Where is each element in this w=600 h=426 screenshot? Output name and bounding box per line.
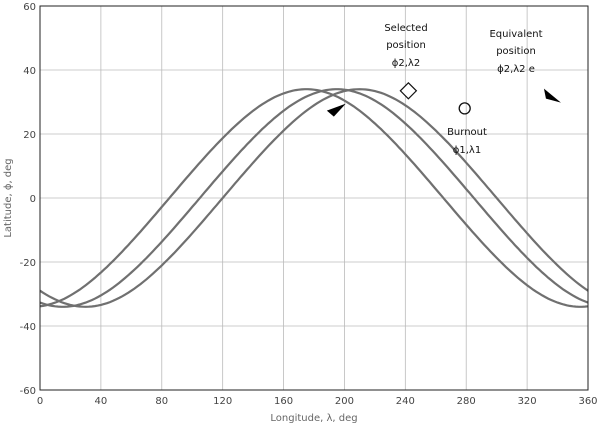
x-tick-label: 80 xyxy=(155,396,168,407)
y-axis-label: Latitude, ϕ, deg xyxy=(3,158,14,237)
x-tick-label: 280 xyxy=(457,396,476,407)
x-tick-label: 40 xyxy=(95,396,108,407)
direction-arrowhead xyxy=(326,103,346,117)
y-tick-label: -40 xyxy=(20,322,36,333)
selected-position-diamond-marker xyxy=(399,81,418,100)
x-tick-label: 0 xyxy=(37,396,43,407)
burnout-label-line2: ϕ1,λ1 xyxy=(453,145,481,156)
x-tick-label: 360 xyxy=(578,396,597,407)
x-tick-label: 240 xyxy=(396,396,415,407)
annotation-selected-position: Selected position ϕ2,λ2 xyxy=(384,23,427,69)
x-axis-label: Longitude, λ, deg xyxy=(270,413,357,424)
trajectory-markers xyxy=(326,81,561,117)
y-tick-label: 0 xyxy=(30,194,36,205)
x-tick-label: 200 xyxy=(335,396,354,407)
y-tick-label: 40 xyxy=(23,66,36,77)
trajectory-curves xyxy=(39,88,589,308)
x-tick-label: 320 xyxy=(518,396,537,407)
equivalent-label-line2: position xyxy=(496,46,536,57)
selected-label-line3: ϕ2,λ2 xyxy=(392,58,420,69)
direction-arrowhead xyxy=(543,88,561,103)
trajectory-line-3 xyxy=(39,88,589,308)
equivalent-label-line1: Equivalent xyxy=(489,29,542,40)
trajectory-line-2 xyxy=(39,88,589,308)
y-tick-label: 20 xyxy=(23,130,36,141)
y-tick-label: -60 xyxy=(20,386,36,397)
x-tick-label: 160 xyxy=(274,396,293,407)
burnout-circle-marker xyxy=(458,102,471,115)
burnout-label-line1: Burnout xyxy=(447,127,487,138)
tick-labels: 0 40 80 120 160 200 240 280 320 360 -60 -40 -20 0 20 40… xyxy=(20,2,598,407)
x-tick-label: 120 xyxy=(213,396,232,407)
selected-label-line2: position xyxy=(386,40,426,51)
equivalent-label-line3: ϕ2,λ2 e xyxy=(497,64,535,75)
y-tick-label: 60 xyxy=(23,2,36,13)
y-tick-label: -20 xyxy=(20,258,36,269)
annotation-burnout: Burnout ϕ1,λ1 xyxy=(447,127,487,156)
annotation-equivalent-position: Equivalent position ϕ2,λ2 e xyxy=(489,29,542,75)
selected-label-line1: Selected xyxy=(384,23,427,34)
plot-frame xyxy=(39,5,589,391)
trajectory-line-1 xyxy=(39,88,589,308)
